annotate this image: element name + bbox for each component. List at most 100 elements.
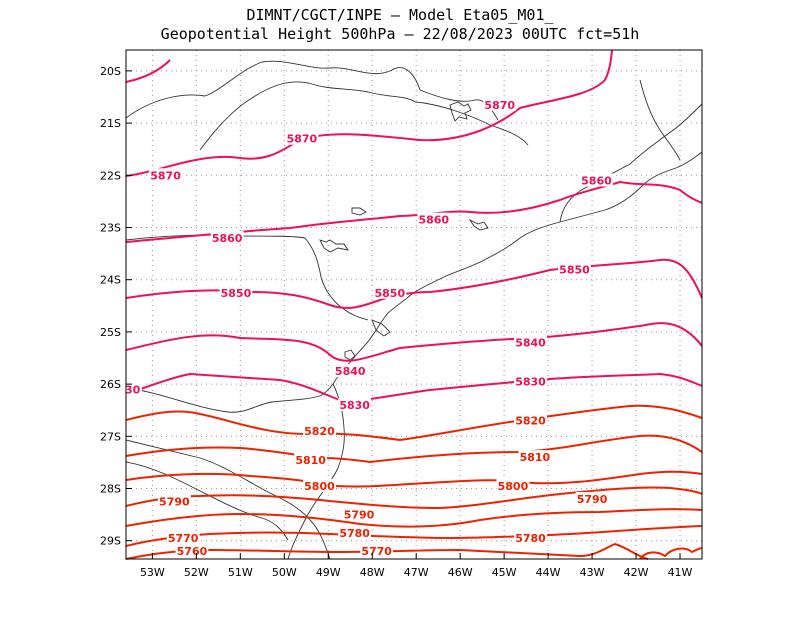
contour-label: 5820 — [304, 425, 335, 438]
contour-label-bg — [342, 507, 376, 521]
contour-label: 5870 — [287, 133, 318, 146]
contour-label-bg — [338, 525, 372, 539]
contour-label-bg — [496, 478, 530, 492]
lon-tick-label: 42W — [624, 566, 649, 579]
height-contours — [125, 49, 703, 560]
border-mg-es — [639, 79, 681, 161]
height-contour-line — [125, 404, 703, 442]
map-title-line-1: DIMNT/CGCT/INPE – Model Eta05_M01_ — [246, 6, 554, 24]
lon-tick-label: 53W — [140, 566, 165, 579]
height-contour-line — [125, 372, 703, 404]
coastline-and-borders — [125, 60, 703, 560]
contour-label-bg — [514, 374, 547, 388]
height-contour-line — [125, 180, 703, 243]
contour-label-bg — [514, 531, 547, 545]
height-contour-line — [125, 542, 649, 560]
map-frame — [125, 49, 703, 560]
contour-label: 5810 — [520, 451, 551, 464]
lon-tick-label: 43W — [580, 566, 605, 579]
lat-tick-label: 28S — [100, 483, 121, 496]
contour-label: 5770 — [168, 532, 199, 545]
height-contour-line — [125, 434, 703, 464]
contour-label: 5780 — [339, 527, 370, 540]
lon-tick-label: 44W — [536, 566, 561, 579]
contour-label-bg — [417, 212, 451, 226]
contour-label-bg — [518, 450, 552, 464]
contour-label-bg — [157, 494, 191, 508]
contour-label-bg — [558, 262, 591, 276]
axis-ticks: 53W 52W 51W 50W 49W 48W 47W 46W 45W 44W 43W 42W 41W 2… — [100, 65, 693, 579]
lat-tick-label: 24S — [100, 274, 121, 287]
lon-tick-label: 47W — [404, 566, 429, 579]
contour-label: 5820 — [515, 415, 546, 428]
lat-lon-grid — [126, 50, 702, 559]
height-contour-line — [125, 322, 703, 362]
height-contour-line — [125, 59, 171, 83]
border-argentina — [125, 461, 289, 541]
contour-label-bg — [149, 168, 182, 182]
bay-1 — [371, 319, 391, 337]
contour-label-bg — [333, 364, 367, 378]
contour-label: 5860 — [581, 175, 612, 188]
border-pr-sc — [125, 383, 334, 413]
lat-tick-label: 22S — [100, 169, 121, 182]
contour-label: 5790 — [344, 509, 375, 522]
contour-label: 5830 — [515, 376, 546, 389]
lon-tick-label: 50W — [272, 566, 297, 579]
contour-label: 5850 — [559, 263, 590, 276]
contour-label: 5830 — [339, 399, 370, 412]
height-contour-line — [125, 486, 703, 510]
lon-tick-label: 45W — [492, 566, 517, 579]
lon-tick-label: 51W — [228, 566, 253, 579]
reservoir-3 — [351, 207, 367, 216]
contour-label: 5780 — [515, 532, 546, 545]
lon-tick-label: 52W — [184, 566, 209, 579]
contour-label-bg — [219, 285, 253, 299]
contour-label: 5870 — [484, 99, 515, 112]
lon-tick-label: 41W — [668, 566, 693, 579]
reservoir-1 — [449, 101, 472, 122]
lat-tick-label: 27S — [100, 430, 121, 443]
contour-label: 5850 — [221, 287, 252, 300]
contour-label: 5790 — [159, 496, 190, 509]
contour-label-bg — [285, 131, 319, 145]
height-contour-line — [125, 470, 703, 488]
height-contour-line — [125, 49, 613, 177]
contour-label: 5800 — [304, 480, 335, 493]
contour-label-bg — [303, 478, 336, 492]
height-contour-line — [125, 508, 703, 528]
border-parana-saopaulo — [199, 81, 416, 151]
contour-label-bg — [373, 285, 407, 299]
lat-tick-label: 26S — [100, 378, 121, 391]
height-contour-line — [125, 525, 703, 547]
contour-label-bg — [166, 531, 200, 545]
height-contour-line — [639, 547, 703, 560]
border-river-1 — [414, 101, 529, 146]
contour-label-bg — [294, 452, 328, 466]
contour-label-bg — [514, 335, 547, 349]
contour-label-bg — [514, 413, 547, 427]
height-contour-line — [125, 258, 703, 309]
lat-tick-label: 20S — [100, 65, 121, 78]
contour-label: 30 — [125, 383, 141, 396]
contour-label: 5800 — [498, 480, 529, 493]
lon-tick-label: 48W — [360, 566, 385, 579]
lat-tick-label: 21S — [100, 117, 121, 130]
contour-label-bg — [580, 173, 613, 187]
lat-tick-label: 23S — [100, 221, 121, 234]
contour-label-bg — [483, 97, 517, 111]
contour-label: 5860 — [418, 214, 449, 227]
contour-label-bg — [210, 230, 244, 244]
border-north — [125, 60, 421, 119]
contour-labels: 5870 5870 5870 5860 5860 5860 5850 5850 5850 5840… — [123, 97, 613, 558]
lon-tick-label: 46W — [448, 566, 473, 579]
lon-tick-label: 49W — [316, 566, 341, 579]
atlantic-coastline — [287, 151, 703, 560]
bay-2 — [468, 218, 489, 231]
reservoir-2 — [319, 239, 349, 253]
map-title-line-2: Geopotential Height 500hPa – 22/08/2023 … — [160, 25, 640, 43]
contour-label-bg — [360, 544, 394, 558]
lat-tick-label: 29S — [100, 535, 121, 548]
contour-label-bg — [175, 544, 209, 558]
